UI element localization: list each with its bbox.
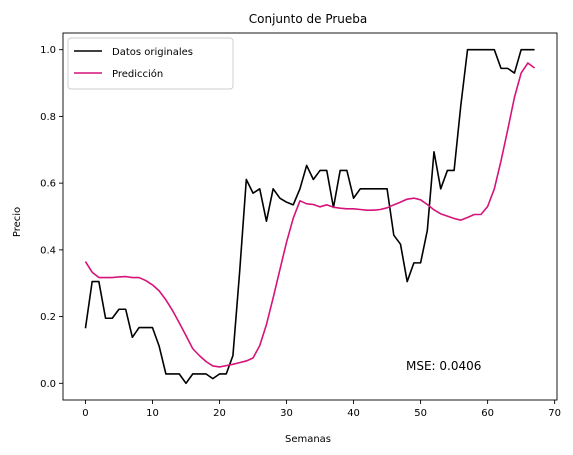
legend-box	[67, 37, 234, 90]
y-tick-label: 0.8	[40, 112, 56, 123]
plot-frame	[62, 32, 558, 401]
y-tick-label: 0.2	[40, 312, 56, 323]
x-tick-label: 40	[347, 408, 360, 419]
y-tick-label: 1.0	[40, 45, 56, 56]
x-tick-label: 60	[481, 408, 494, 419]
legend: Datos originales Predicción	[67, 37, 234, 90]
x-tick-label: 70	[548, 408, 561, 419]
x-tick-label: 0	[82, 408, 88, 419]
chart-title: Conjunto de Prueba	[249, 12, 367, 26]
series-line-prediccion	[84, 62, 536, 368]
y-tick-label: 0.0	[40, 379, 56, 390]
legend-entry-label: Datos originales	[112, 47, 193, 58]
y-axis-label: Precio	[12, 207, 23, 237]
x-tick-label: 50	[414, 408, 427, 419]
y-tick-label: 0.6	[40, 179, 56, 190]
legend-entry-label: Predicción	[112, 68, 163, 80]
x-tick-label: 20	[213, 408, 226, 419]
x-tick-label: 30	[280, 408, 293, 419]
x-axis-label: Semanas	[285, 434, 331, 445]
y-tick-label: 0.4	[40, 245, 56, 256]
mse-annotation: MSE: 0.0406	[406, 359, 481, 373]
x-tick-label: 10	[146, 408, 159, 419]
series-line-datos-originales	[84, 48, 535, 385]
